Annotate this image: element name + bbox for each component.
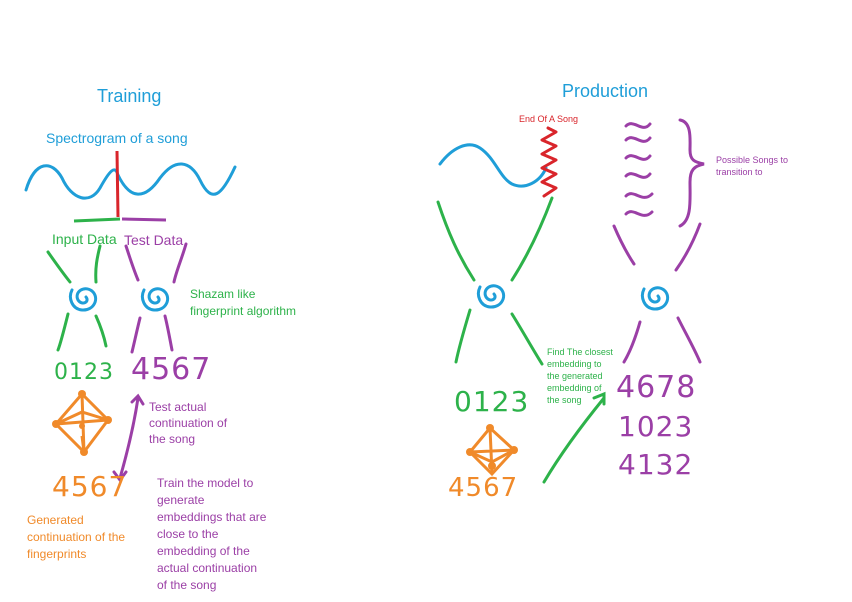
graph-node	[488, 462, 496, 470]
graph-node	[510, 446, 518, 454]
training-split-line	[115, 150, 120, 218]
training-compare-arrow	[112, 393, 145, 483]
graph-node	[486, 424, 494, 432]
production-candidate-spiral-icon	[640, 286, 670, 311]
training-spectrogram-wave	[24, 162, 237, 200]
training-test-spiral-icon	[140, 287, 170, 312]
candidate-fingerprints-2: 1023	[618, 410, 694, 443]
graph-node	[80, 448, 88, 456]
training-test-fingerprints: 4567	[131, 352, 212, 387]
production-title: Production	[562, 81, 649, 101]
graph-node	[104, 416, 112, 424]
production-input-fingerprints: 0123	[454, 385, 530, 418]
production-funnel-lines	[436, 196, 554, 366]
possible-songs-waves	[624, 122, 654, 217]
end-of-song-label: End Of A Song	[519, 114, 579, 124]
graph-node	[466, 448, 474, 456]
graph-node	[78, 390, 86, 398]
find-closest-note: Find The closest embedding to the genera…	[547, 347, 613, 405]
production-input-spiral-icon	[476, 284, 506, 309]
production-spectrogram-wave	[438, 143, 548, 188]
graph-node	[79, 423, 85, 429]
candidate-fingerprints-1: 4678	[616, 370, 697, 405]
possible-songs-brace	[678, 118, 705, 228]
test-data-label: Test Data	[124, 232, 184, 248]
spectrogram-label: Spectrogram of a song	[46, 130, 188, 146]
production-generated-fingerprints: 4567	[448, 473, 519, 503]
training-input-fingerprints: 0123	[54, 360, 114, 385]
train-model-note: Train the model to generate embeddings t…	[157, 476, 267, 592]
test-funnel-lines	[124, 242, 188, 354]
training-generated-fingerprints: 4567	[52, 470, 128, 503]
end-of-song-zigzag	[540, 126, 558, 198]
input-funnel-lines	[46, 244, 108, 352]
algorithm-label: Shazam like fingerprint algorithm	[190, 287, 297, 318]
input-data-label: Input Data	[52, 231, 117, 247]
closest-embedding-arrow	[542, 391, 606, 484]
input-data-bracket	[73, 217, 121, 223]
training-title: Training	[97, 86, 162, 106]
test-data-bracket	[121, 217, 167, 222]
training-input-spiral-icon	[68, 287, 98, 312]
possible-songs-label: Possible Songs to transition to	[716, 155, 789, 177]
test-actual-note: Test actual continuation of the song	[149, 400, 228, 446]
graph-node	[52, 420, 60, 428]
candidate-fingerprints-3: 4132	[618, 448, 694, 481]
generated-continuation-label: Generated continuation of the fingerprin…	[27, 513, 126, 561]
candidate-funnel-lines	[612, 222, 702, 364]
